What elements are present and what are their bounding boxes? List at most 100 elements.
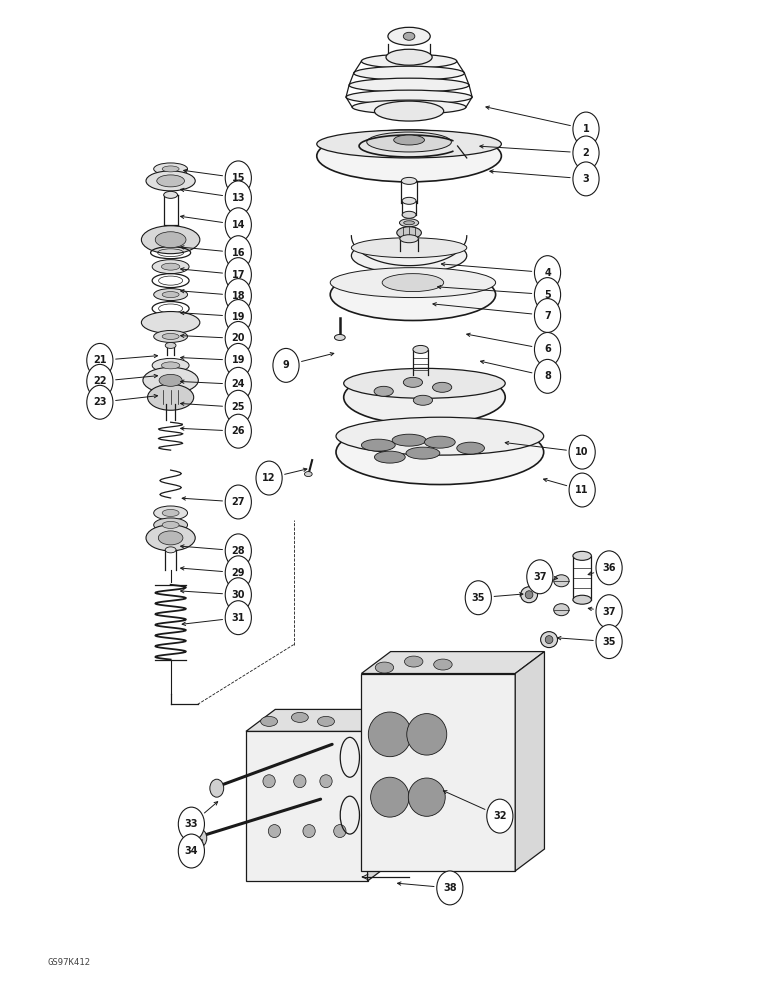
Ellipse shape	[434, 659, 452, 670]
Ellipse shape	[317, 130, 501, 182]
Ellipse shape	[573, 595, 591, 604]
Ellipse shape	[392, 434, 426, 446]
Circle shape	[225, 236, 252, 270]
Text: 21: 21	[93, 355, 107, 365]
Ellipse shape	[146, 171, 195, 191]
Ellipse shape	[291, 712, 308, 722]
Circle shape	[569, 473, 595, 507]
Polygon shape	[361, 652, 544, 674]
Ellipse shape	[382, 274, 444, 292]
Ellipse shape	[293, 775, 306, 788]
Ellipse shape	[371, 777, 409, 817]
Ellipse shape	[367, 132, 452, 152]
Circle shape	[178, 807, 205, 841]
Text: 36: 36	[602, 563, 616, 573]
Circle shape	[534, 332, 560, 366]
Text: 12: 12	[262, 473, 276, 483]
Circle shape	[273, 348, 299, 382]
Ellipse shape	[330, 269, 496, 321]
Ellipse shape	[263, 775, 276, 788]
Text: 13: 13	[232, 193, 245, 203]
Circle shape	[225, 208, 252, 242]
Ellipse shape	[159, 374, 182, 386]
Circle shape	[225, 601, 252, 635]
Text: 19: 19	[232, 312, 245, 322]
Ellipse shape	[336, 420, 543, 485]
Circle shape	[487, 799, 513, 833]
Ellipse shape	[406, 447, 440, 459]
Circle shape	[225, 556, 252, 590]
Circle shape	[534, 256, 560, 290]
Text: 18: 18	[232, 291, 245, 301]
Ellipse shape	[334, 334, 345, 340]
Text: 27: 27	[232, 497, 245, 507]
Ellipse shape	[368, 712, 411, 757]
Ellipse shape	[351, 238, 467, 273]
Ellipse shape	[457, 442, 485, 454]
Ellipse shape	[573, 551, 591, 560]
Text: 28: 28	[232, 546, 245, 556]
Ellipse shape	[401, 177, 417, 184]
Circle shape	[527, 560, 553, 594]
Ellipse shape	[425, 436, 455, 448]
Ellipse shape	[317, 130, 501, 158]
Ellipse shape	[374, 386, 393, 396]
Text: 32: 32	[493, 811, 506, 821]
Circle shape	[596, 595, 622, 629]
Text: GS97K412: GS97K412	[48, 958, 90, 967]
Ellipse shape	[269, 825, 280, 838]
Circle shape	[225, 485, 252, 519]
Ellipse shape	[352, 100, 466, 114]
Ellipse shape	[397, 227, 422, 239]
Ellipse shape	[402, 197, 416, 204]
Circle shape	[86, 364, 113, 398]
Text: 33: 33	[185, 819, 198, 829]
Text: 11: 11	[575, 485, 589, 495]
Circle shape	[225, 367, 252, 401]
Circle shape	[596, 551, 622, 585]
Polygon shape	[361, 674, 515, 871]
Circle shape	[86, 385, 113, 419]
Circle shape	[225, 578, 252, 612]
Ellipse shape	[154, 163, 188, 175]
Ellipse shape	[432, 382, 452, 392]
Text: 26: 26	[232, 426, 245, 436]
Text: 6: 6	[544, 344, 551, 354]
Ellipse shape	[403, 377, 422, 387]
Text: 30: 30	[232, 590, 245, 600]
Ellipse shape	[162, 292, 179, 298]
Polygon shape	[246, 731, 367, 881]
Text: 15: 15	[232, 173, 245, 183]
Ellipse shape	[386, 49, 432, 65]
Text: 10: 10	[575, 447, 589, 457]
Circle shape	[534, 278, 560, 312]
Ellipse shape	[161, 263, 180, 270]
Ellipse shape	[155, 232, 186, 248]
Circle shape	[534, 359, 560, 393]
Ellipse shape	[141, 226, 200, 254]
Text: 38: 38	[443, 883, 457, 893]
Ellipse shape	[154, 506, 188, 520]
Ellipse shape	[374, 451, 405, 463]
Ellipse shape	[402, 211, 416, 218]
Text: 29: 29	[232, 568, 245, 578]
Ellipse shape	[261, 716, 278, 726]
Ellipse shape	[154, 330, 188, 342]
Text: 3: 3	[583, 174, 589, 184]
Text: 20: 20	[232, 333, 245, 343]
Ellipse shape	[399, 219, 418, 227]
Ellipse shape	[162, 521, 179, 528]
Ellipse shape	[143, 367, 198, 393]
Ellipse shape	[400, 235, 418, 243]
Text: 5: 5	[544, 290, 551, 300]
Ellipse shape	[346, 90, 472, 104]
Text: 4: 4	[544, 268, 551, 278]
Ellipse shape	[141, 312, 200, 333]
Ellipse shape	[388, 27, 430, 45]
Ellipse shape	[164, 191, 178, 198]
Ellipse shape	[154, 518, 188, 532]
Circle shape	[437, 871, 463, 905]
Circle shape	[225, 414, 252, 448]
Ellipse shape	[520, 587, 537, 603]
Ellipse shape	[157, 175, 185, 187]
